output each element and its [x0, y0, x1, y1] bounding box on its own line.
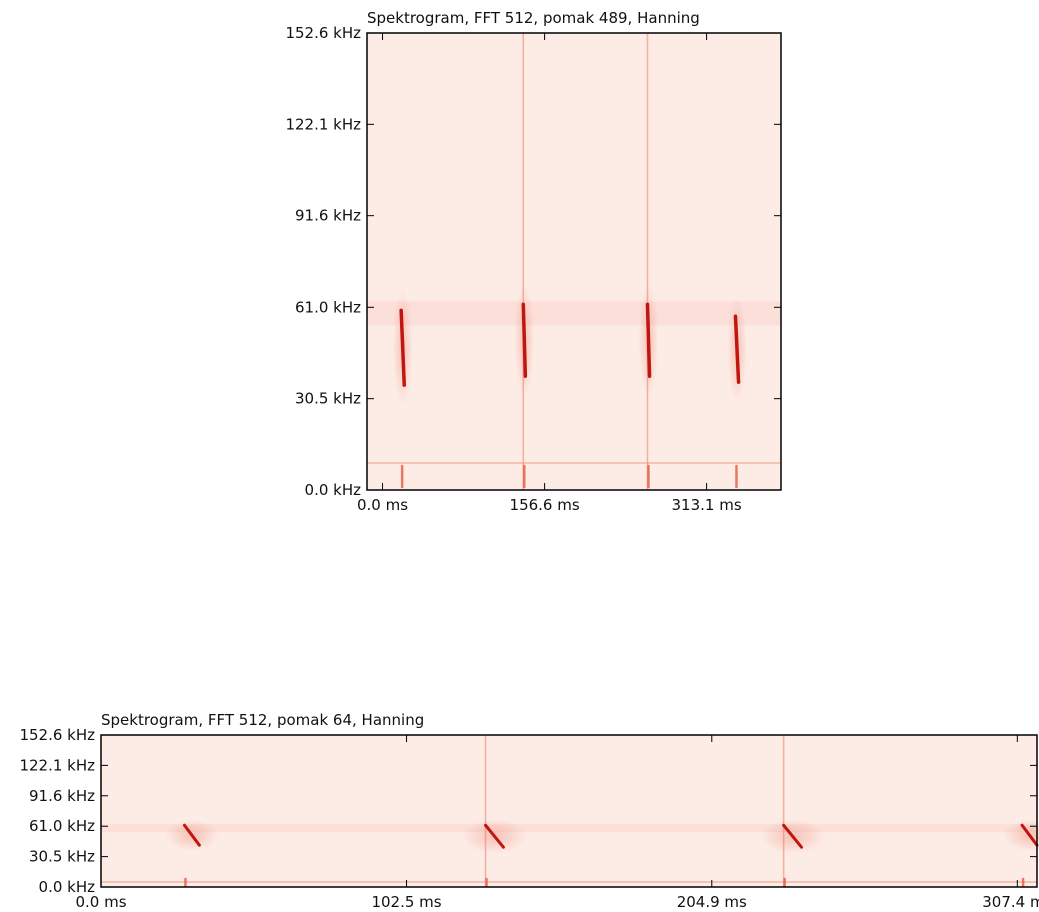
y-tick-label: 91.6 kHz	[295, 207, 361, 225]
noise-band	[367, 301, 781, 326]
x-axis: 0.0 ms 156.6 ms 313.1 ms	[357, 33, 742, 514]
x-tick-label: 307.4 ms	[982, 893, 1039, 911]
x-axis: 0.0 ms 102.5 ms 204.9 ms 307.4 ms	[75, 735, 1039, 911]
y-tick-label: 61.0 kHz	[295, 298, 361, 316]
noise-band	[101, 824, 1037, 833]
x-tick-label: 156.6 ms	[510, 496, 580, 514]
y-tick-label: 0.0 kHz	[39, 878, 96, 896]
y-tick-label: 122.1 kHz	[19, 756, 95, 774]
y-axis: 0.0 kHz 30.5 kHz 61.0 kHz 91.6 kHz 122.1 kHz…	[19, 726, 1037, 896]
spectrogram-panel-2: Spektrogram, FFT 512, pomak 64, Hanning …	[19, 711, 1039, 911]
call-halo	[1002, 819, 1039, 852]
echolocation-call	[399, 308, 407, 387]
y-tick-label: 152.6 kHz	[19, 726, 95, 744]
x-tick-label: 102.5 ms	[371, 893, 441, 911]
echolocation-call	[484, 823, 505, 849]
y-tick-label: 152.6 kHz	[285, 24, 361, 42]
y-axis: 0.0 kHz 30.5 kHz 61.0 kHz 91.6 kHz 122.1 kHz…	[285, 24, 781, 499]
y-tick-label: 122.1 kHz	[285, 115, 361, 133]
echolocation-call	[782, 823, 804, 849]
spectrogram-panel-1: Spektrogram, FFT 512, pomak 489, Hanning…	[285, 9, 782, 514]
echolocation-call	[1020, 823, 1039, 847]
plot-content	[367, 33, 781, 490]
plot-frame	[100, 734, 1038, 888]
chart-title: Spektrogram, FFT 512, pomak 489, Hanning	[367, 9, 700, 27]
y-tick-label: 30.5 kHz	[29, 848, 95, 866]
plot-background	[101, 735, 1037, 887]
echolocation-call	[733, 314, 741, 384]
x-tick-label: 0.0 ms	[75, 893, 126, 911]
chart-title: Spektrogram, FFT 512, pomak 64, Hanning	[101, 711, 424, 729]
plot-frame	[366, 32, 782, 491]
y-tick-label: 61.0 kHz	[29, 817, 95, 835]
x-tick-label: 204.9 ms	[677, 893, 747, 911]
y-tick-label: 91.6 kHz	[29, 787, 95, 805]
x-tick-label: 0.0 ms	[357, 496, 408, 514]
y-tick-label: 0.0 kHz	[305, 481, 362, 499]
echolocation-call	[645, 302, 652, 378]
echolocation-call	[182, 823, 201, 847]
plot-content	[101, 735, 1039, 888]
y-tick-label: 30.5 kHz	[295, 390, 361, 408]
echolocation-call	[521, 302, 528, 378]
plot-background	[367, 33, 781, 490]
x-tick-label: 313.1 ms	[672, 496, 742, 514]
